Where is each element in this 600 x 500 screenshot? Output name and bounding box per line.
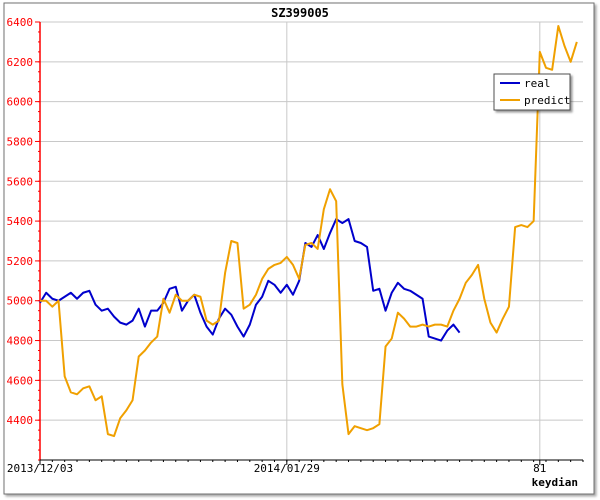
y-tick-label: 5800 bbox=[7, 135, 34, 148]
y-tick-label: 5000 bbox=[7, 295, 34, 308]
y-tick-label: 6200 bbox=[7, 56, 34, 69]
chart-title: SZ399005 bbox=[271, 6, 329, 20]
series-line-real bbox=[39, 218, 461, 342]
series-line-predict bbox=[40, 24, 578, 438]
x-tick-label: 2013/12/03 bbox=[7, 462, 73, 475]
watermark: keydian bbox=[532, 476, 578, 489]
y-tick-label: 4800 bbox=[7, 335, 34, 348]
legend-label-predict: predict bbox=[524, 94, 570, 107]
x-tick-label: 81 bbox=[533, 462, 546, 475]
y-tick-label: 5600 bbox=[7, 175, 34, 188]
y-tick-label: 5400 bbox=[7, 215, 34, 228]
legend-box bbox=[493, 73, 571, 111]
x-axis: 2013/12/03 2014/01/29 81 bbox=[7, 459, 584, 475]
y-tick-label: 4400 bbox=[7, 414, 34, 427]
y-axis: 4400 4600 4800 5000 5200 5400 5600 5800 6000 6200… bbox=[7, 16, 41, 461]
y-tick-label: 6000 bbox=[7, 96, 34, 109]
y-tick-label: 6400 bbox=[7, 16, 34, 29]
y-tick-label: 4600 bbox=[7, 374, 34, 387]
series-lines bbox=[39, 24, 578, 438]
legend-label-real: real bbox=[524, 77, 551, 90]
y-tick-label: 5200 bbox=[7, 255, 34, 268]
legend: real predict bbox=[493, 73, 571, 111]
x-tick-label: 2014/01/29 bbox=[254, 462, 320, 475]
